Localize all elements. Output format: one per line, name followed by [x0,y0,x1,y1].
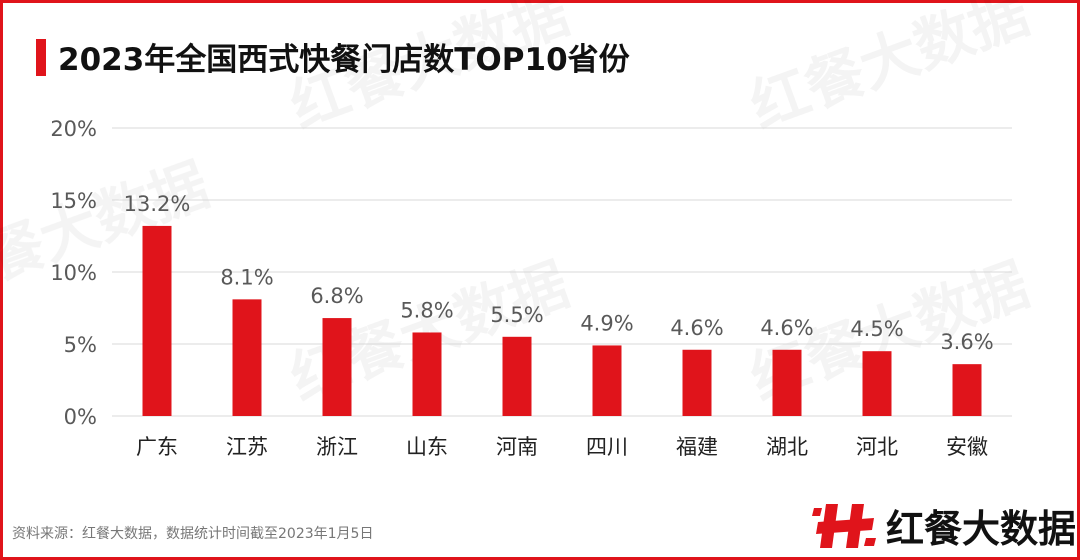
data-labels: 13.2% 8.1% 6.8% 5.8% 5.5% 4.9% 4.6% 4.6% 4.5% 3.6… [124,192,994,354]
x-axis-ticks: 广东 江苏 浙江 山东 河南 四川 福建 湖北 河北 安徽 [136,435,988,459]
y-tick-label: 20% [50,117,97,141]
y-tick-label: 10% [50,261,97,285]
data-label: 8.1% [220,265,273,289]
bar [322,318,352,416]
data-label: 5.5% [490,303,543,327]
data-label: 13.2% [124,192,191,216]
chart-title: 2023年全国西式快餐门店数TOP10省份 [58,42,630,78]
gridlines [112,127,1012,417]
title-accent-bar [36,39,46,76]
bar [862,351,892,416]
x-tick-label: 安徽 [946,435,988,459]
x-tick-label: 江苏 [226,435,268,459]
data-label: 6.8% [310,284,363,308]
data-label: 4.9% [580,311,633,335]
h-logo-icon [812,503,876,548]
x-tick-label: 河南 [496,435,538,459]
bar [592,345,622,416]
bar [232,299,262,416]
brand-name: 红餐大数据 [886,507,1077,551]
x-tick-label: 广东 [136,435,178,459]
bar-chart: 0% 5% 10% 15% 20% 13.2% 8.1% 6.8% 5.8% 5.5% 4.9% 4… [50,117,1012,459]
x-tick-label: 湖北 [766,435,808,459]
x-tick-label: 山东 [406,435,448,459]
data-label: 4.6% [670,316,723,340]
y-tick-label: 15% [50,189,97,213]
brand-logo: 红餐大数据 [812,498,1076,553]
x-tick-label: 浙江 [316,435,358,459]
bar [952,364,982,416]
bar [502,336,532,416]
source-note: 资料来源：红餐大数据，数据统计时间截至2023年1月5日 [12,526,374,542]
bars [142,225,982,416]
x-tick-label: 四川 [586,435,628,459]
data-label: 4.6% [760,316,813,340]
x-tick-label: 福建 [676,435,718,459]
bar [682,349,712,416]
bar [772,349,802,416]
y-tick-label: 0% [64,405,97,429]
x-tick-label: 河北 [856,435,898,459]
bar [142,225,172,416]
y-tick-label: 5% [64,333,97,357]
data-label: 4.5% [850,317,903,341]
bar [412,332,442,416]
data-label: 5.8% [400,298,453,322]
y-axis-ticks: 0% 5% 10% 15% 20% [50,117,97,429]
data-label: 3.6% [940,330,993,354]
